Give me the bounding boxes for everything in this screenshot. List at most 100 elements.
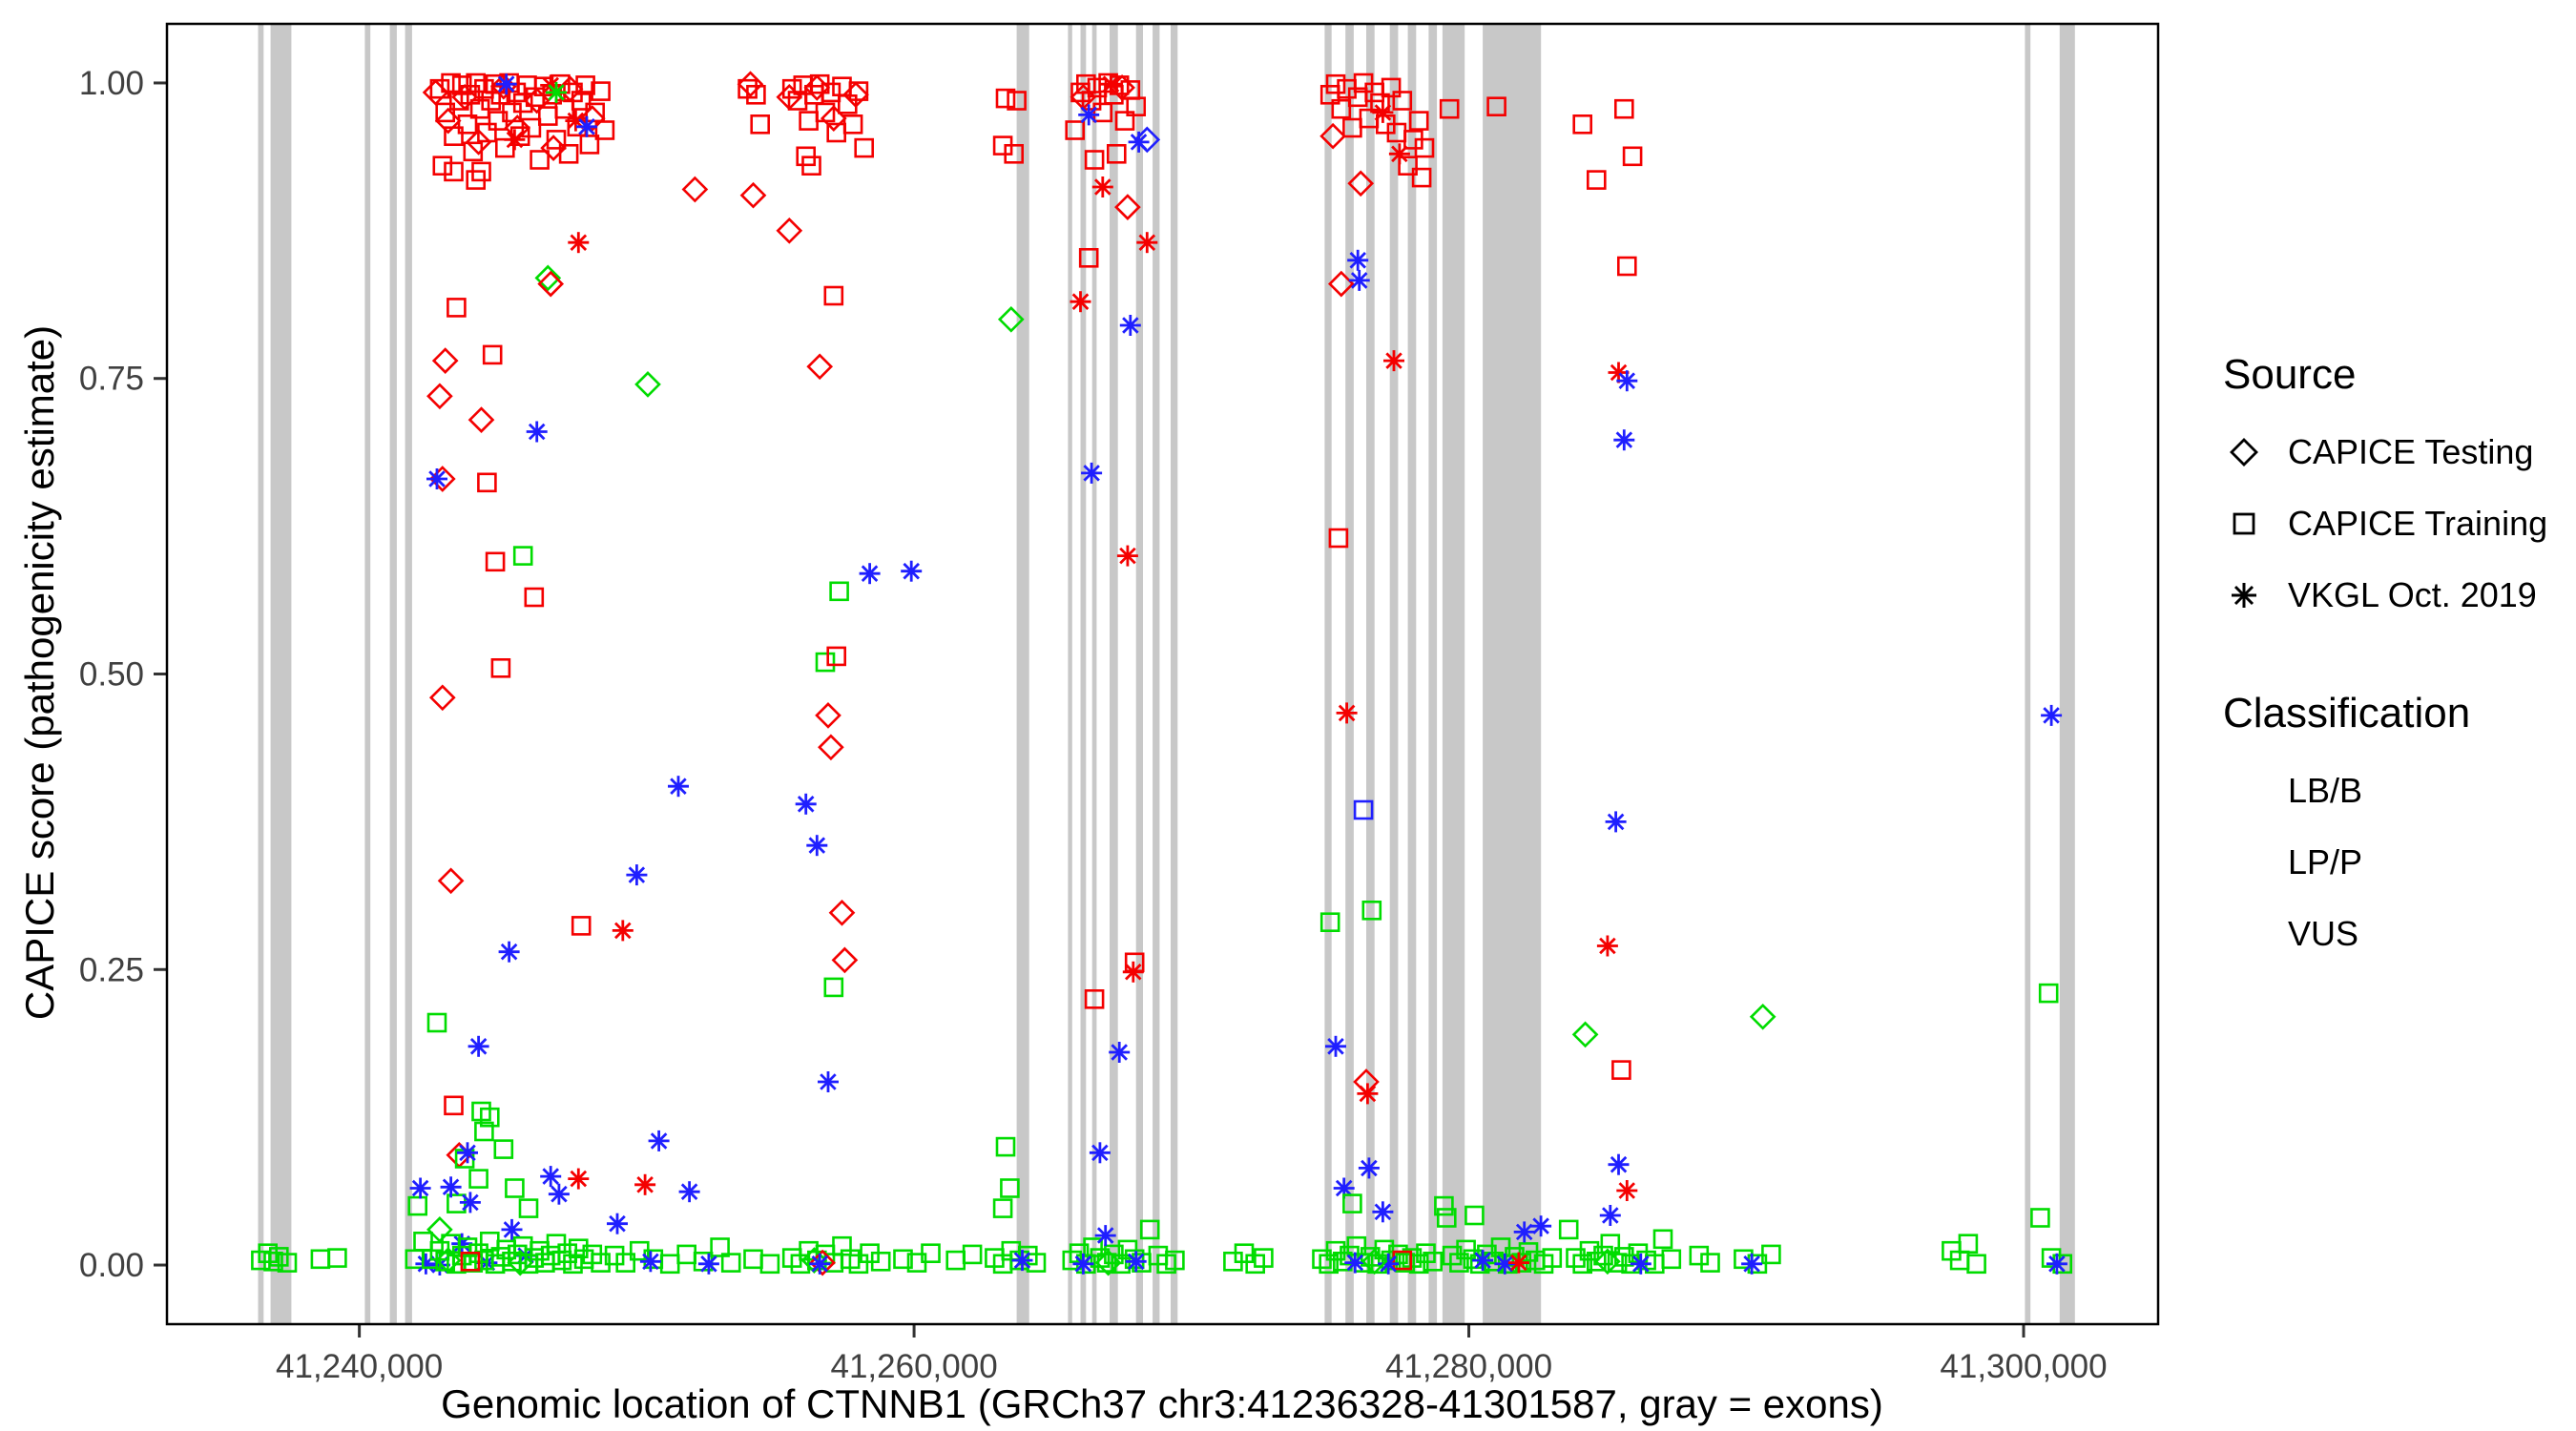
data-point	[1083, 1237, 1103, 1257]
x-tick-label: 41,260,000	[830, 1348, 997, 1385]
data-point	[648, 1130, 670, 1151]
data-point	[607, 1213, 628, 1234]
data-point	[697, 1253, 719, 1275]
data-point	[576, 115, 597, 137]
exon-band	[1345, 24, 1354, 1324]
legend-item-lpp: LP/P	[2223, 826, 2547, 898]
legend-label: LB/B	[2288, 770, 2363, 810]
data-point	[451, 83, 478, 111]
data-point	[548, 1183, 570, 1205]
data-point	[1007, 91, 1027, 111]
exon-band	[1080, 24, 1087, 1324]
data-point	[1026, 1253, 1047, 1273]
data-point	[1078, 104, 1100, 126]
data-point	[537, 270, 565, 298]
y-axis-title: CAPICE score (pathogenicity estimate)	[17, 324, 62, 1021]
exon-band	[1171, 24, 1178, 1324]
data-point	[459, 1192, 481, 1213]
data-point	[1114, 111, 1135, 131]
data-point	[1587, 1252, 1607, 1272]
x-tick-label: 41,280,000	[1385, 1348, 1552, 1385]
data-point	[1070, 291, 1091, 313]
data-point	[1111, 1254, 1131, 1275]
exon-band	[1442, 24, 1465, 1324]
data-point	[1689, 1245, 1710, 1266]
data-point	[823, 285, 844, 306]
data-point	[568, 232, 590, 254]
data-point	[828, 899, 856, 926]
data-point	[568, 1168, 590, 1190]
data-point	[507, 1249, 534, 1276]
data-point	[776, 217, 803, 244]
data-point	[604, 1245, 625, 1266]
data-point	[1319, 912, 1340, 933]
data-point	[2041, 1248, 2062, 1268]
data-point	[854, 137, 875, 158]
data-point	[591, 1253, 611, 1273]
data-point	[678, 1181, 700, 1203]
data-point	[426, 383, 453, 410]
data-point	[1084, 150, 1105, 170]
exon-band	[1153, 24, 1160, 1324]
data-point	[563, 1254, 583, 1275]
data-point	[842, 81, 869, 109]
data-point	[842, 114, 863, 135]
data-point	[720, 1253, 741, 1273]
data-point	[801, 156, 821, 176]
exon-band	[2059, 24, 2075, 1324]
data-point	[848, 81, 869, 101]
data-point	[1622, 146, 1643, 167]
x-tick-label: 41,240,000	[276, 1348, 443, 1385]
data-point	[534, 264, 562, 292]
data-point	[739, 181, 767, 209]
data-point	[1342, 1193, 1362, 1213]
data-point	[1437, 1208, 1457, 1228]
data-point	[465, 129, 492, 156]
data-point	[440, 1176, 462, 1198]
plot-border	[165, 22, 2160, 1326]
data-point	[1319, 122, 1346, 150]
data-point	[435, 102, 456, 123]
exon-band	[1016, 24, 1029, 1324]
data-point	[1611, 1060, 1631, 1080]
data-point	[1630, 1253, 1652, 1275]
data-point	[565, 110, 587, 132]
diamond-icon	[2230, 437, 2258, 467]
data-point	[457, 114, 478, 135]
data-point	[1089, 1142, 1111, 1164]
data-point	[1605, 811, 1627, 833]
data-point	[1361, 900, 1382, 921]
exon-band	[1407, 24, 1417, 1324]
data-point	[1325, 1035, 1346, 1057]
data-point	[431, 347, 459, 374]
data-point	[407, 1195, 428, 1216]
data-point	[1572, 1254, 1592, 1275]
data-point	[1358, 1157, 1380, 1179]
legend-item-capice-testing: CAPICE Testing	[2223, 416, 2547, 487]
data-point	[1616, 370, 1638, 392]
legend-item-lbb: LB/B	[2223, 755, 2547, 826]
data-point	[546, 81, 567, 103]
data-point	[806, 835, 828, 857]
y-tick-label: 0.75	[79, 361, 144, 398]
data-point	[1084, 989, 1105, 1009]
exon-band	[1110, 24, 1118, 1324]
data-point	[1616, 1180, 1638, 1201]
data-point	[409, 1177, 431, 1199]
data-point	[1139, 1219, 1160, 1240]
data-point	[1596, 935, 1618, 957]
data-point	[540, 135, 567, 161]
data-point	[498, 941, 520, 963]
data-point	[823, 977, 844, 998]
legend-item-vkgl: VKGL Oct. 2019	[2223, 559, 2547, 631]
data-point	[444, 161, 464, 182]
data-point	[1408, 111, 1429, 131]
y-tick-label: 0.50	[79, 656, 144, 694]
data-point	[1607, 1253, 1628, 1273]
data-point	[512, 546, 533, 566]
data-point	[1344, 1252, 1366, 1274]
data-point	[997, 305, 1025, 333]
data-point	[1107, 144, 1127, 164]
data-point	[437, 867, 465, 895]
